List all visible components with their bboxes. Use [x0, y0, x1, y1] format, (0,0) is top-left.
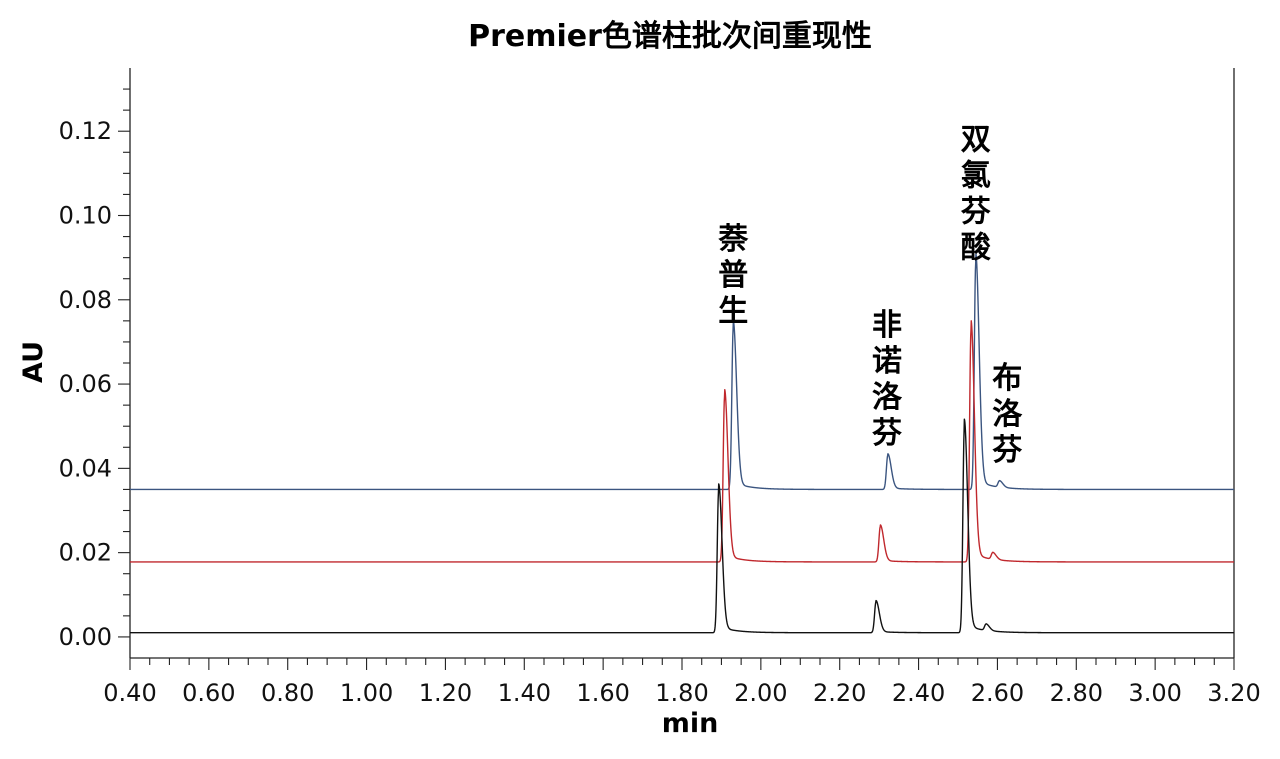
peak-label-layer: 萘普生非诺洛芬 双氯芬酸布洛芬	[718, 123, 1023, 468]
x-tick-label: 0.60	[182, 679, 235, 707]
x-axis: 0.40 0.60 0.80 1.00 1.20 1.40 1.60 1.80 2.00 2.20…	[103, 658, 1261, 707]
plot-frame	[129, 68, 1235, 659]
x-tick-label: 2.80	[1050, 679, 1103, 707]
x-tick-label: 1.80	[655, 679, 708, 707]
x-tick-label: 1.20	[419, 679, 472, 707]
peak-label-3: 双氯芬酸	[961, 123, 992, 266]
y-tick-label: 0.06	[59, 370, 112, 398]
x-tick-label: 0.80	[261, 679, 314, 707]
peak-label-1: 萘普生	[718, 222, 749, 329]
x-tick-label: 0.40	[103, 679, 156, 707]
y-tick-label: 0.10	[59, 202, 112, 230]
y-axis-label: AU	[18, 341, 49, 383]
x-tick-label: 2.40	[892, 679, 945, 707]
peak-label-4: 布洛芬	[992, 361, 1023, 468]
y-tick-label: 0.04	[59, 454, 112, 482]
series-line-3	[129, 418, 1235, 634]
series-line-1	[129, 253, 1235, 491]
x-tick-label: 1.00	[340, 679, 393, 707]
x-tick-label: 2.60	[971, 679, 1024, 707]
y-tick-label: 0.12	[59, 117, 112, 145]
chart-title: Premier色谱柱批次间重现性	[468, 19, 872, 54]
x-tick-label: 2.00	[734, 679, 787, 707]
y-tick-label: 0.00	[59, 623, 112, 651]
peak-label-2: 非诺洛芬	[872, 308, 903, 451]
x-tick-label: 1.40	[498, 679, 551, 707]
y-axis: 0.00 0.02 0.04 0.06 0.08 0.10 0.12	[59, 88, 130, 651]
y-tick-label: 0.02	[59, 539, 112, 567]
y-tick-label: 0.08	[59, 286, 112, 314]
x-tick-label: 2.20	[813, 679, 866, 707]
x-axis-label: min	[662, 708, 719, 739]
series-layer	[129, 253, 1235, 634]
series-line-2	[129, 320, 1235, 563]
x-tick-label: 1.60	[576, 679, 629, 707]
x-tick-label: 3.00	[1128, 679, 1181, 707]
x-tick-label: 3.20	[1207, 679, 1260, 707]
